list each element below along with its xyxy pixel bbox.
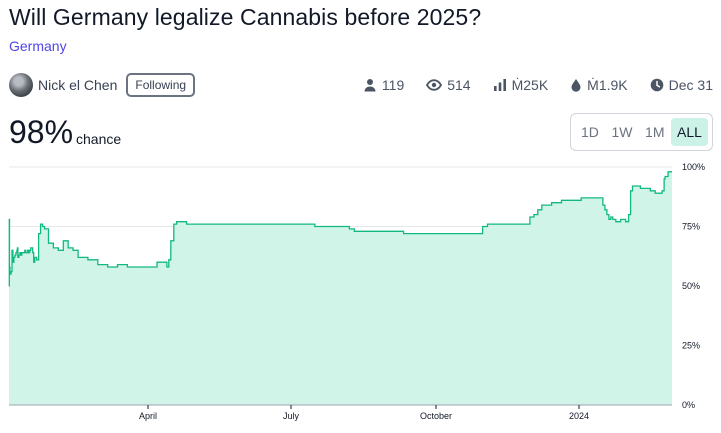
- y-tick-label: 75%: [682, 222, 700, 232]
- x-tick-label: October: [420, 411, 452, 421]
- x-tick-label: 2024: [569, 411, 589, 421]
- close-date-stat[interactable]: Dec 31: [650, 77, 713, 93]
- probability-value: 98%: [9, 114, 74, 150]
- x-tick-label: July: [283, 411, 300, 421]
- following-button[interactable]: Following: [126, 73, 196, 97]
- close-date: Dec 31: [668, 77, 713, 93]
- views-stat[interactable]: 514: [426, 77, 471, 93]
- volume-stat[interactable]: Ṁ25K: [493, 77, 549, 93]
- eye-icon: [426, 79, 443, 91]
- market-stats: 119 514 Ṁ25K Ṁ1.9K Dec 31: [363, 75, 713, 95]
- group-tag-link[interactable]: Germany: [9, 38, 67, 54]
- probability-area: [9, 171, 672, 405]
- range-1m-button[interactable]: 1M: [639, 118, 670, 146]
- market-title: Will Germany legalize Cannabis before 20…: [9, 4, 482, 30]
- avatar[interactable]: [9, 73, 33, 97]
- y-axis-ticks: 0% 25% 50% 75% 100%: [682, 162, 705, 410]
- liquidity-amount: Ṁ1.9K: [587, 77, 628, 93]
- probability-line[interactable]: [8, 171, 672, 287]
- y-tick-label: 0%: [682, 400, 695, 410]
- author-row: Nick el Chen Following: [9, 73, 196, 97]
- range-all-button[interactable]: ALL: [671, 118, 708, 146]
- probability-chart[interactable]: April July October 2024 0% 25% 50% 75% 100%: [0, 158, 721, 433]
- author-name[interactable]: Nick el Chen: [38, 77, 118, 93]
- range-1w-button[interactable]: 1W: [605, 118, 638, 146]
- traders-stat[interactable]: 119: [363, 77, 404, 93]
- time-range-selector: 1D 1W 1M ALL: [570, 113, 713, 151]
- clock-icon: [650, 78, 663, 92]
- y-tick-label: 50%: [682, 281, 700, 291]
- volume-amount: Ṁ25K: [511, 77, 549, 93]
- liquidity-stat[interactable]: Ṁ1.9K: [570, 77, 628, 93]
- bar-chart-icon: [493, 79, 506, 91]
- traders-count: 119: [381, 77, 405, 93]
- probability-label: chance: [76, 131, 122, 147]
- x-axis-ticks: April July October 2024: [139, 405, 589, 421]
- droplet-icon: [571, 79, 581, 92]
- views-count: 514: [447, 77, 471, 93]
- range-1d-button[interactable]: 1D: [575, 118, 605, 146]
- y-tick-label: 25%: [682, 341, 700, 351]
- y-tick-label: 100%: [682, 162, 705, 172]
- x-tick-label: April: [139, 411, 157, 421]
- user-icon: [364, 79, 376, 92]
